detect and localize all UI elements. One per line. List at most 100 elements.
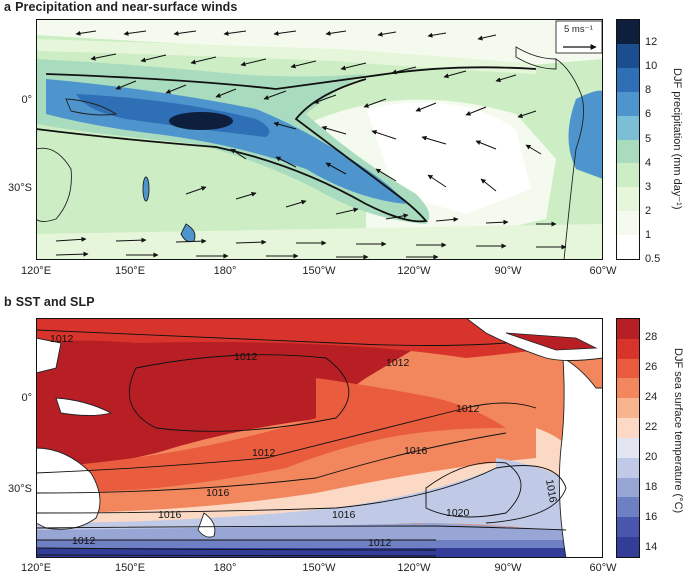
isobar-label: 1012 xyxy=(456,403,480,415)
precip-colorbar-tick-label: 10 xyxy=(645,60,658,73)
panel-a-xtick-120e: 120°E xyxy=(20,265,52,277)
sst-colorbar-swatch xyxy=(617,517,639,538)
precip-colorbar-tick-label: 0.5 xyxy=(645,253,661,265)
sst-colorbar-swatch xyxy=(617,497,639,518)
panel-a-xtick-180: 180° xyxy=(213,265,237,277)
precip-colorbar-tick-label: 8 xyxy=(645,84,652,97)
precip-colorbar-tick-label: 6 xyxy=(645,108,652,121)
scale-arrow-label: 5 ms⁻¹ xyxy=(564,24,593,35)
precip-colorbar-swatch xyxy=(617,43,639,68)
precip-colorbar-tick-label: 1 xyxy=(645,228,652,241)
sst-colorbar-swatch xyxy=(617,358,639,379)
isobar-label: 1016 xyxy=(404,445,428,457)
panel-a-ytick-30s: 30°S xyxy=(8,182,32,194)
precip-colorbar-swatch xyxy=(617,139,639,164)
sst-colorbar-swatch xyxy=(617,437,639,458)
panel-b-xtick-60w: 60°W xyxy=(589,562,617,574)
sst-colorbar-swatch xyxy=(617,398,639,419)
precip-colorbar-tick-label: 5 xyxy=(645,132,652,145)
isobar-label: 1012 xyxy=(50,333,74,345)
precip-colorbar-swatch xyxy=(617,115,639,140)
isobar-label: 1016 xyxy=(543,478,559,503)
sst-20 xyxy=(36,458,576,533)
sst-colorbar-tick-label: 18 xyxy=(645,481,658,493)
new-zealand-land xyxy=(197,512,216,538)
sst-colorbar-swatch xyxy=(617,537,639,557)
amazon-wet xyxy=(568,90,603,179)
isobar-label: 1012 xyxy=(368,537,392,549)
panel-a-xtick-120w: 120°W xyxy=(397,265,431,277)
panel-b-letter: b xyxy=(4,295,12,309)
wind-vectors xyxy=(55,30,567,260)
panel-a-xtick-90w: 90°W xyxy=(494,265,522,277)
sst-warm-north xyxy=(36,318,556,358)
sst-colorbar-swatch xyxy=(617,477,639,498)
sst-colorbar-tick-label: 14 xyxy=(645,541,658,553)
new-guinea xyxy=(65,98,118,116)
sst-warm-pool xyxy=(36,318,466,468)
australia-coast xyxy=(36,147,72,222)
sst-colorbar-tick-label: 22 xyxy=(645,421,658,433)
sst-colorbar-ticks: 28 26 24 22 20 18 16 14 xyxy=(645,318,669,558)
isobar-labels: 1012 1012 1012 1012 1012 1016 1016 1016 … xyxy=(50,333,559,549)
precip-colorbar-swatch xyxy=(617,67,639,92)
itcz-contour xyxy=(45,66,537,90)
panel-b-xtick-120w: 120°W xyxy=(397,562,431,574)
wet-max xyxy=(169,112,233,130)
precip-colorbar-tick-label: 2 xyxy=(645,204,652,217)
precip-colorbar-swatch xyxy=(617,163,639,188)
precip-colorbar xyxy=(616,19,640,260)
sst-colorbar xyxy=(616,318,640,558)
precip-colorbar-swatch xyxy=(617,235,639,260)
panel-b-title-text: SST and SLP xyxy=(15,295,95,309)
south-america-land xyxy=(558,357,603,558)
precip-colorbar-swatch xyxy=(617,187,639,212)
panel-a-xtick-150w: 150°W xyxy=(302,265,336,277)
new-guinea-land xyxy=(55,397,113,416)
precip-colorbar-swatch xyxy=(617,211,639,236)
isobar-label: 1012 xyxy=(386,357,410,369)
indonesia-land xyxy=(36,337,62,374)
spcz-contour xyxy=(36,78,428,223)
sst-colorbar-tick-label: 16 xyxy=(645,511,658,523)
panel-b-xtick-90w: 90°W xyxy=(494,562,522,574)
precip-colorbar-ticks: 12 10 8 6 5 4 3 2 1 0.5 xyxy=(645,19,669,265)
isobar-label: 1012 xyxy=(234,351,258,363)
panel-a-ytick-0: 0° xyxy=(21,94,32,106)
precip-colorbar-tick-label: 4 xyxy=(645,156,652,169)
precip-colorbar-swatch xyxy=(617,20,639,44)
panel-b-title: b SST and SLP xyxy=(4,295,95,309)
new-caledonia xyxy=(142,176,150,202)
sst-colorbar-swatch xyxy=(617,319,639,339)
isobar-label: 1020 xyxy=(446,507,470,519)
sst-colorbar-tick-label: 24 xyxy=(645,391,658,403)
panel-a-xtick-150e: 150°E xyxy=(114,265,146,277)
precipitation-map xyxy=(36,19,603,260)
sst-colorbar-tick-label: 20 xyxy=(645,451,658,463)
sst-colorbar-swatch xyxy=(617,338,639,359)
isobar-label: 1016 xyxy=(332,509,356,521)
sst-colorbar-swatch xyxy=(617,457,639,478)
panel-a-letter: a xyxy=(4,0,12,14)
isobar-label: 1012 xyxy=(72,535,96,547)
dry-region-south xyxy=(36,224,603,260)
isobars xyxy=(36,329,567,557)
isobar-label: 1016 xyxy=(206,487,230,499)
precip-colorbar-label: DJF precipitation (mm day⁻¹) xyxy=(671,68,683,210)
precip-colorbar-tick-label: 3 xyxy=(645,180,652,193)
precip-colorbar-swatch xyxy=(617,91,639,116)
central-america xyxy=(515,46,557,70)
panel-b-xtick-150w: 150°W xyxy=(302,562,336,574)
panel-a-title: a Precipitation and near-surface winds xyxy=(4,0,237,14)
panel-a-title-text: Precipitation and near-surface winds xyxy=(15,0,238,14)
panel-b-ytick-0: 0° xyxy=(21,392,32,404)
panel-a-xtick-60w: 60°W xyxy=(589,265,617,277)
isobar-label: 1016 xyxy=(158,509,182,521)
isobar-label: 1012 xyxy=(252,447,276,459)
south-america-coast xyxy=(555,58,585,260)
sst-colorbar-swatch xyxy=(617,378,639,399)
precip-colorbar-tick-label: 12 xyxy=(645,36,658,49)
sst-slp-map: 1012 1012 1012 1012 1012 1016 1016 1016 … xyxy=(36,318,603,558)
panel-b-xtick-120e: 120°E xyxy=(20,562,52,574)
sst-colorbar-tick-label: 28 xyxy=(645,331,658,343)
